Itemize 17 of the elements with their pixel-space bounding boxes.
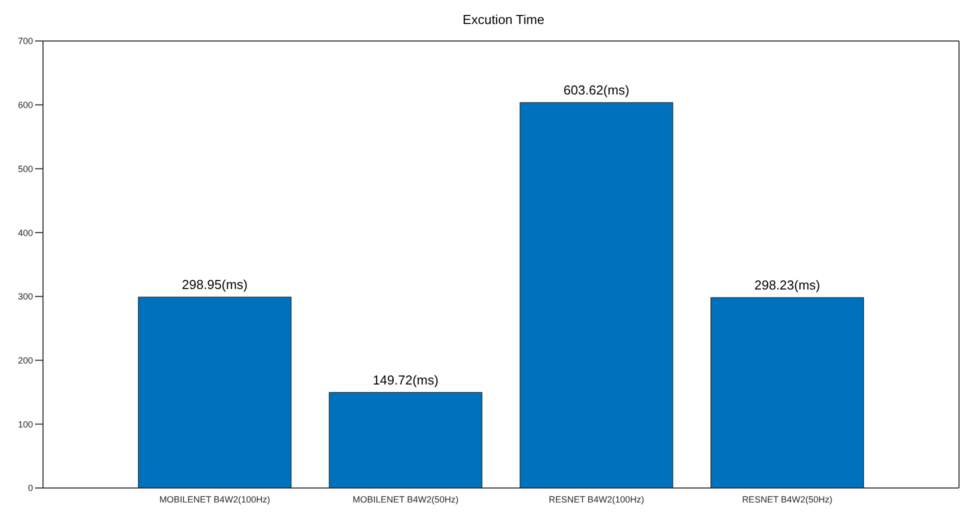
data-label: 603.62(ms) <box>564 82 630 98</box>
y-tick-label: 300 <box>18 292 33 302</box>
y-tick-label: 100 <box>18 419 33 430</box>
x-tick-label: RESNET B4W2(50Hz) <box>742 494 832 504</box>
chart-title: Excution Time <box>462 11 546 29</box>
x-tick-label: MOBILENET B4W2(50Hz) <box>352 494 459 504</box>
data-label: 298.23(ms) <box>754 278 820 293</box>
data-label: 298.95(ms) <box>182 277 248 292</box>
y-tick-label: 600 <box>18 100 33 110</box>
y-tick-label: 700 <box>18 36 33 46</box>
y-tick-label: 500 <box>18 164 33 174</box>
x-tick-label: MOBILENET B4W2(100Hz) <box>159 494 270 504</box>
y-tick-label: 400 <box>18 228 33 238</box>
x-tick-label: RESNET B4W2(100Hz) <box>548 494 644 504</box>
y-tick-label: 200 <box>18 355 33 366</box>
y-tick-label: 0 <box>28 483 33 494</box>
data-label: 149.72(ms) <box>372 372 438 388</box>
